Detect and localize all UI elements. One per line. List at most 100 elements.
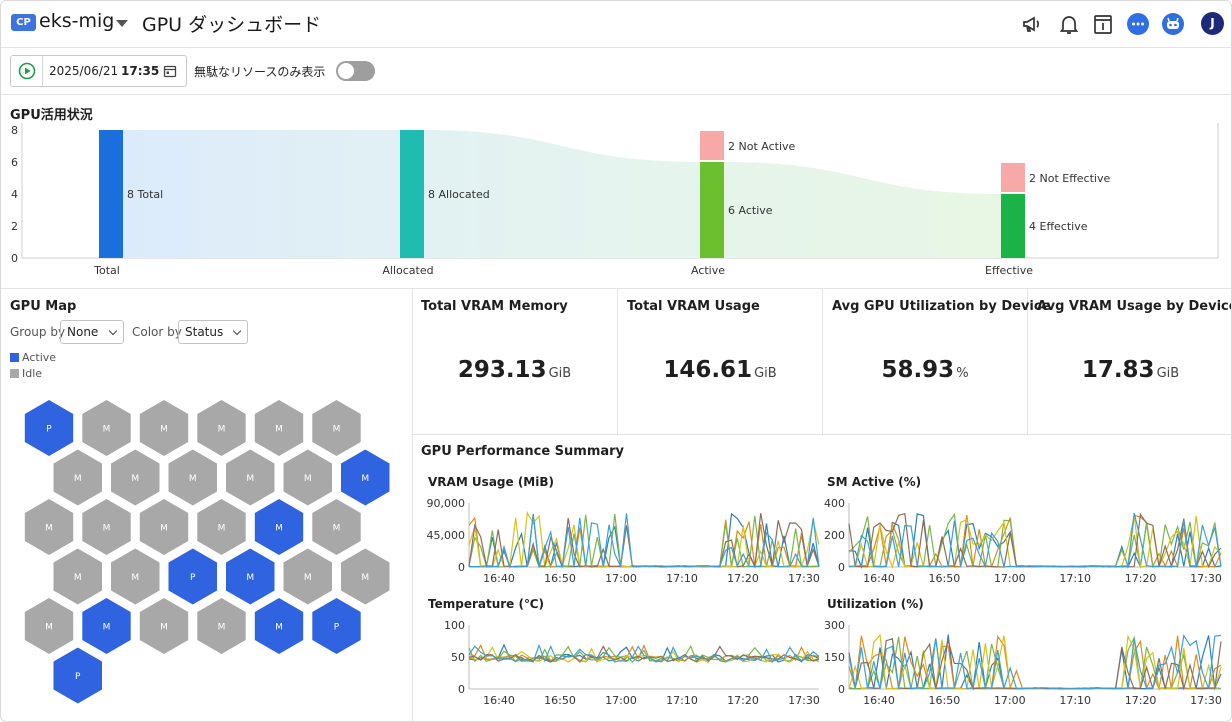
legend-swatch-active [10, 353, 19, 362]
gpu-hex-idle[interactable]: M [139, 400, 189, 456]
chat-icon[interactable] [1126, 12, 1150, 36]
y-tick-label: 0 [838, 683, 845, 696]
megaphone-icon[interactable] [1021, 12, 1045, 36]
x-tick-label: 17:00 [605, 694, 637, 707]
chevron-down-icon [108, 326, 118, 336]
hex-label: M [189, 474, 197, 484]
hex-shape [53, 449, 102, 506]
hex-label: M [361, 573, 369, 583]
stat-number: 58.93 [881, 357, 955, 383]
gpu-hex-idle[interactable]: M [82, 499, 131, 555]
y-tick-label: 50 [451, 651, 465, 664]
hex-label: M [275, 623, 283, 633]
x-tick-label: 17:30 [788, 694, 820, 707]
y-tick-label: 0 [11, 252, 18, 265]
gpu-hex-active[interactable]: M [254, 499, 304, 555]
gpu-hex-idle[interactable]: M [111, 548, 160, 605]
x-tick-label: 17:00 [994, 572, 1026, 585]
hex-label: M [361, 474, 369, 484]
x-tick-label: 17:20 [727, 694, 759, 707]
hex-label: M [246, 474, 254, 484]
hex-shape [283, 548, 332, 605]
gpu-hex-idle[interactable]: M [24, 598, 74, 654]
panel-icon[interactable] [1091, 12, 1115, 36]
gpu-hex-idle[interactable]: M [111, 449, 160, 506]
gpu-hex-idle[interactable]: M [283, 449, 333, 506]
gpu-hex-idle[interactable]: M [312, 499, 361, 555]
gpu-hex-active[interactable]: M [82, 598, 131, 654]
gpu-hex-idle[interactable]: M [139, 499, 189, 555]
gpu-hex-idle[interactable]: M [197, 598, 246, 654]
gpu-hex-active[interactable]: P [168, 548, 218, 605]
play-icon [18, 62, 36, 80]
y-tick-label: 2 [11, 220, 18, 233]
series-line [468, 513, 820, 569]
hex-shape [254, 598, 304, 654]
gpu-hex-idle[interactable]: M [82, 400, 131, 456]
bar-inactive-active[interactable] [700, 131, 724, 160]
chart-title-utilization: Utilization (%) [827, 597, 924, 611]
gpu-hex-idle[interactable]: M [197, 499, 246, 555]
bar-active[interactable] [700, 162, 724, 258]
x-tick-label: 17:10 [1059, 694, 1091, 707]
gpu-hex-idle[interactable]: M [312, 400, 361, 456]
gpu-hex-idle[interactable]: M [254, 400, 304, 456]
gpu-hex-idle[interactable]: M [53, 449, 103, 506]
x-tick-label: 16:40 [483, 694, 515, 707]
chart-title-sm-active: SM Active (%) [827, 475, 922, 489]
gpu-hex-idle[interactable]: M [53, 548, 103, 605]
group-by-select[interactable]: None [60, 320, 124, 344]
gpu-hex-idle[interactable]: M [24, 499, 74, 555]
bell-icon[interactable] [1057, 12, 1081, 36]
gpu-hex-active[interactable]: P [53, 647, 103, 704]
gpu-hex-active[interactable]: M [341, 449, 390, 506]
cluster-dropdown-icon[interactable] [116, 20, 128, 27]
hex-shape [226, 449, 275, 506]
user-avatar[interactable]: J [1201, 12, 1224, 35]
column-divider [412, 289, 413, 721]
hex-shape [312, 598, 361, 654]
x-tick-label: 17:30 [1190, 694, 1222, 707]
gpu-hex-idle[interactable]: M [283, 548, 333, 605]
gpu-hex-idle[interactable]: M [226, 449, 275, 506]
gpu-hex-active[interactable]: M [254, 598, 304, 654]
live-play-button[interactable] [11, 56, 43, 86]
gpu-hex-active[interactable]: P [24, 400, 74, 456]
stat-title: Avg VRAM Usage by Device [1037, 299, 1232, 314]
hex-label: M [246, 573, 254, 583]
bar-total[interactable] [99, 130, 123, 258]
bar-data-label: 8 Total [127, 188, 163, 201]
gpu-hex-idle[interactable]: M [139, 598, 189, 654]
gpu-hex-active[interactable]: P [312, 598, 361, 654]
bot-icon[interactable] [1161, 12, 1185, 36]
bar-data-label: 8 Allocated [428, 188, 490, 201]
sm-active-chart: 0 200 400 16:40 16:50 17:00 17:10 17:20 17:30 [824, 497, 1222, 585]
waste-filter-toggle[interactable] [336, 61, 375, 81]
hex-shape [111, 449, 160, 506]
stat-value: 17.83 GiB [1028, 357, 1231, 383]
gpu-hex-idle[interactable]: M [168, 449, 218, 506]
gpu-usage-chart: 0 2 4 6 8 8 Total Total 8 Allocated Allocated 6 A… [11, 123, 1219, 277]
gpu-hex-idle[interactable]: M [197, 400, 246, 456]
hex-label: M [103, 524, 111, 534]
color-by-label: Color by [132, 325, 182, 339]
hex-shape [82, 499, 131, 555]
bar-allocated[interactable] [400, 130, 424, 258]
y-tick-label: 0 [838, 561, 845, 574]
datetime-picker[interactable]: 2025/06/21 17:35 [10, 55, 187, 87]
bar-effective[interactable] [1001, 194, 1025, 258]
x-tick-label: Effective [985, 264, 1033, 277]
stat-card-total-vram: Total VRAM Memory 293.13 GiB [412, 289, 618, 434]
x-tick-label: Allocated [382, 264, 433, 277]
cluster-name[interactable]: eks-mig [39, 10, 115, 32]
bar-data-label: 6 Active [728, 204, 773, 217]
color-by-select[interactable]: Status [178, 320, 248, 344]
series-line [848, 512, 1222, 569]
bar-inactive-effective[interactable] [1001, 163, 1025, 192]
series-line [848, 633, 1222, 691]
gpu-hex-active[interactable]: M [226, 548, 275, 605]
toggle-knob [338, 63, 354, 79]
gpu-hex-idle[interactable]: M [341, 548, 390, 605]
hex-shape [197, 499, 246, 555]
calendar-icon[interactable] [163, 64, 177, 78]
